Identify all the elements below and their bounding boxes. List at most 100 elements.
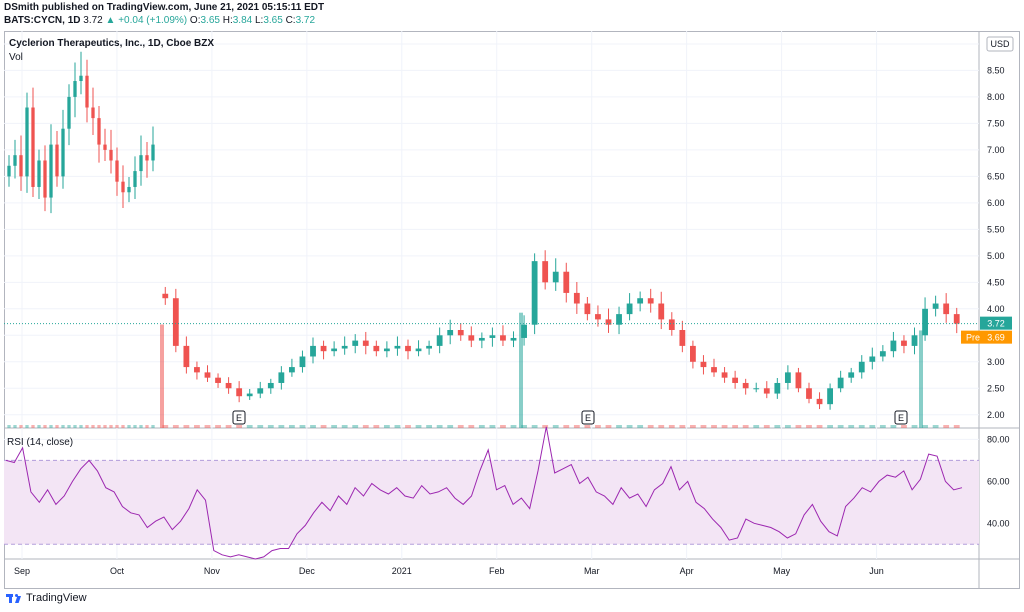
candle-body — [31, 107, 35, 187]
candle-body — [352, 340, 359, 346]
volume-bar — [858, 425, 865, 428]
volume-bar — [121, 425, 125, 428]
candle-body — [595, 314, 601, 320]
price-tick-label: 5.00 — [987, 251, 1005, 261]
volume-bar — [139, 425, 143, 428]
volume-bar — [151, 425, 155, 428]
volume-bar — [478, 425, 485, 428]
volume-spike — [519, 312, 523, 428]
candle-body — [468, 335, 475, 341]
candle-body — [626, 303, 633, 315]
volume-bar — [595, 425, 601, 428]
candle-body — [139, 155, 143, 172]
earnings-marker-box — [581, 410, 595, 425]
volume-bar — [145, 425, 149, 428]
candle-body — [700, 361, 707, 368]
candle-body — [890, 340, 897, 352]
volume-label: Vol — [9, 52, 23, 63]
candle-body — [531, 261, 538, 325]
time-tick-label: 2021 — [392, 566, 412, 576]
volume-bar — [806, 425, 812, 428]
candle-body — [943, 303, 950, 315]
currency-badge[interactable]: USD — [986, 36, 1014, 52]
candle-body — [457, 330, 464, 336]
volume-bar — [436, 425, 443, 428]
candle-body — [310, 345, 316, 357]
rsi-tick-label: 60.00 — [987, 476, 1010, 486]
candle-body — [55, 144, 59, 177]
candle-body — [267, 382, 274, 389]
candle-body — [85, 75, 89, 108]
candle-body — [37, 160, 41, 187]
volume-bar — [932, 425, 939, 428]
volume-bar — [679, 425, 686, 428]
volume-bar — [774, 425, 781, 428]
volume-bar — [127, 425, 131, 428]
candle-body — [447, 330, 454, 336]
volume-bar — [61, 425, 65, 428]
volume-bar — [542, 425, 549, 428]
volume-bar — [700, 425, 707, 428]
candle-body — [19, 155, 23, 177]
volume-bar — [25, 425, 29, 428]
volume-bar — [172, 425, 179, 428]
volume-bar — [383, 425, 390, 428]
candle-body — [236, 388, 243, 397]
candles — [7, 51, 960, 410]
volume-spike — [160, 324, 164, 428]
candle-body — [690, 345, 696, 362]
axes: 9.008.508.007.507.006.506.005.505.004.50… — [4, 39, 1012, 576]
time-tick-label: Sep — [14, 566, 30, 576]
rsi-line — [5, 426, 963, 560]
candle-body — [784, 372, 791, 383]
time-tick-label: Feb — [489, 566, 505, 576]
price-tick-label: 4.00 — [987, 304, 1005, 314]
chart-title: Cyclerion Therapeutics, Inc., 1D, Cboe B… — [9, 38, 214, 49]
chart-frame[interactable]: 9.008.508.007.507.006.506.005.505.004.50… — [4, 31, 1020, 589]
candle-body — [320, 345, 327, 352]
candle-body — [257, 388, 264, 394]
volume-bar — [7, 425, 11, 428]
candle-body — [573, 292, 580, 304]
earnings-marker-box — [232, 410, 246, 425]
candle-body — [394, 345, 401, 349]
earnings-marker-label: E — [585, 413, 591, 423]
price-tick-label: 2.50 — [987, 383, 1005, 393]
publisher-text: DSmith published on TradingView.com, Jun… — [4, 2, 325, 13]
candle-body — [753, 388, 760, 390]
volume-bar — [732, 425, 739, 428]
chart-svg[interactable]: 9.008.508.007.507.006.506.005.505.004.50… — [4, 31, 1020, 589]
candle-body — [121, 181, 125, 193]
candle-body — [127, 186, 131, 193]
volume-bar — [215, 425, 221, 428]
volume-bar — [341, 425, 348, 428]
candle-body — [172, 298, 179, 346]
candle-body — [795, 372, 802, 389]
candle-body — [115, 160, 119, 182]
volume-bar — [426, 425, 432, 428]
volume-bar — [405, 425, 411, 428]
volume-bar — [225, 425, 232, 428]
volume-bar — [489, 425, 496, 428]
volume-bar — [563, 425, 570, 428]
candle-body — [341, 345, 348, 349]
candle-body — [7, 165, 11, 177]
volume-bar — [362, 425, 369, 428]
volume-bar — [616, 425, 622, 428]
volume-bar — [531, 425, 538, 428]
volume-bar — [901, 425, 907, 428]
candle-body — [478, 337, 485, 341]
volume-bar — [922, 425, 928, 428]
volume-bar — [848, 425, 855, 428]
price-tick-label: 7.00 — [987, 145, 1005, 155]
rsi-band-fill — [4, 460, 979, 545]
footer: TradingView — [6, 592, 87, 604]
candle-body — [637, 298, 644, 304]
candle-body — [816, 398, 823, 405]
candle-body — [911, 335, 918, 346]
candle-body — [215, 377, 221, 383]
candle-body — [362, 340, 369, 346]
candle-body — [647, 298, 654, 304]
symbol-ohlc-line: BATS:CYCN, 1D 3.72 ▲ +0.04 (+1.09%) O:3.… — [4, 15, 315, 26]
